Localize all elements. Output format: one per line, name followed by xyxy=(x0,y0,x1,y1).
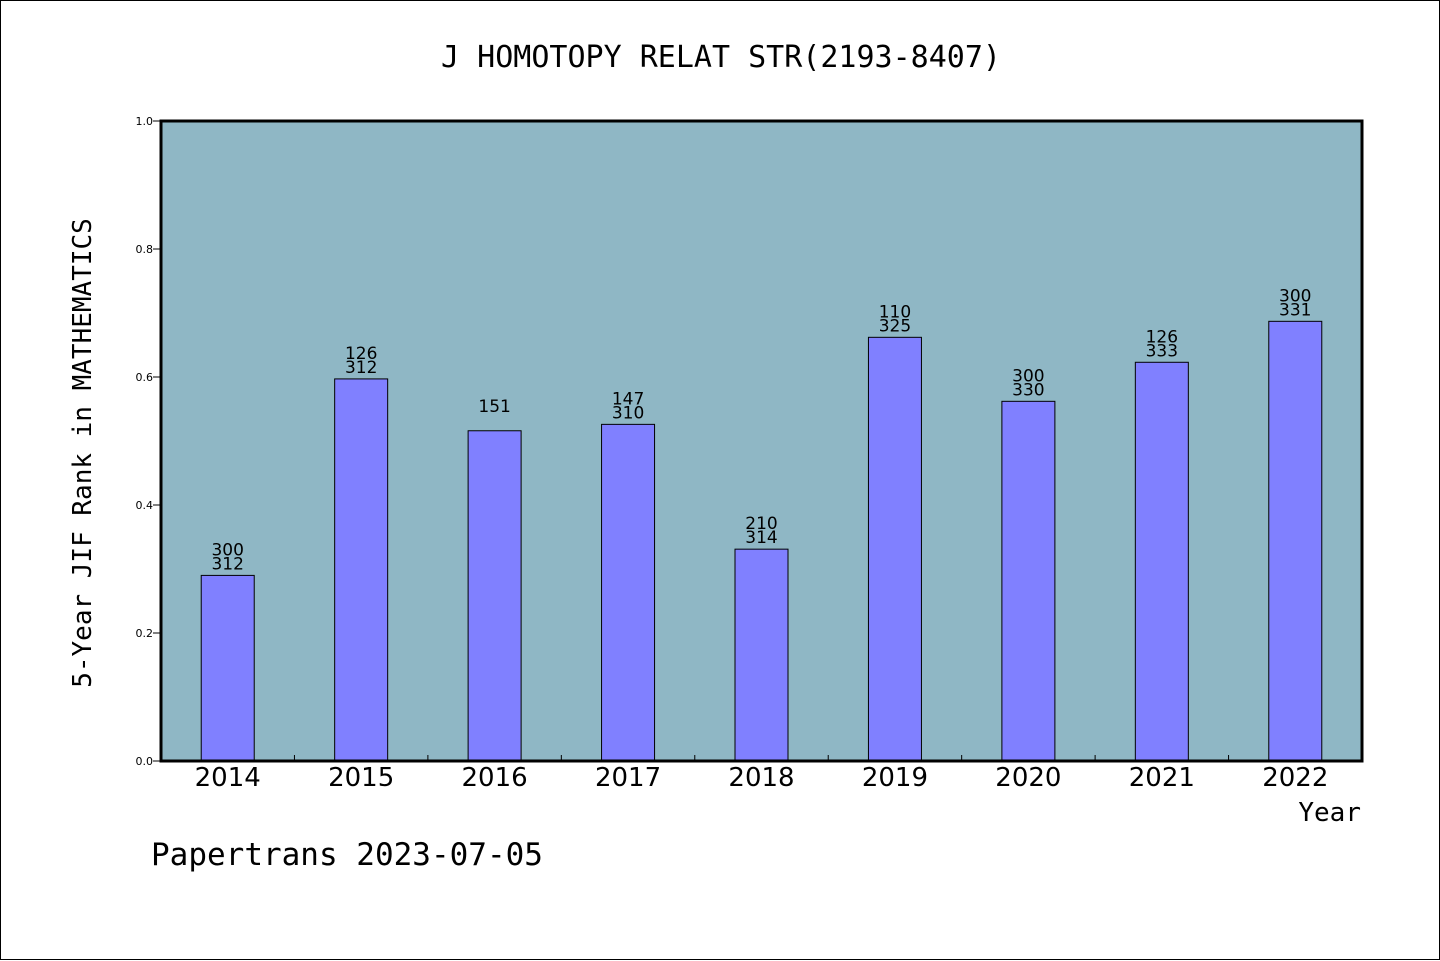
y-tick-label: 1.0 xyxy=(136,115,154,128)
bar-data-label: 333 xyxy=(1146,341,1178,361)
bar-data-label: 312 xyxy=(211,554,243,574)
bar xyxy=(1268,320,1323,762)
x-tick-label: 2016 xyxy=(462,763,528,793)
x-tick-label: 2022 xyxy=(1262,763,1328,793)
y-axis-label: 5-Year JIF Rank in MATHEMATICS xyxy=(68,218,98,688)
bar-data-label: 151 xyxy=(478,397,510,417)
x-tick-label: 2015 xyxy=(328,763,394,793)
bar xyxy=(867,336,922,762)
bar-data-label: 312 xyxy=(345,358,377,378)
bar-data-label: 126 xyxy=(1146,327,1178,347)
chart-title: J HOMOTOPY RELAT STR(2193-8407) xyxy=(441,40,1001,75)
y-tick-label: 0.8 xyxy=(136,243,154,256)
bar-data-label: 210 xyxy=(745,514,777,534)
bar-data-label: 300 xyxy=(211,540,243,560)
y-tick-label: 0.2 xyxy=(136,627,154,640)
y-axis-ticks: 0.0 0.2 0.4 0.6 0.8 1.0 xyxy=(136,115,161,768)
bar-data-label: 330 xyxy=(1012,380,1044,400)
bar xyxy=(601,423,656,762)
x-axis-label: Year xyxy=(1298,798,1361,828)
bar-data-label: 310 xyxy=(612,403,644,423)
bar xyxy=(1001,400,1056,762)
bar xyxy=(200,574,255,762)
footer-credit: Papertrans 2023-07-05 xyxy=(151,837,543,873)
y-tick-label: 0.0 xyxy=(136,755,154,768)
x-tick-label: 2020 xyxy=(995,763,1061,793)
bar-data-label: 314 xyxy=(745,528,777,548)
bar-data-label: 126 xyxy=(345,344,377,364)
bar-data-label: 300 xyxy=(1012,366,1044,386)
bar-series xyxy=(200,320,1323,762)
bar-data-label: 325 xyxy=(879,316,911,336)
bar-data-label: 300 xyxy=(1279,286,1311,306)
bar xyxy=(1134,361,1189,762)
bar-data-label: 147 xyxy=(612,389,644,409)
bar-data-label: 110 xyxy=(879,302,911,322)
x-tick-label: 2018 xyxy=(728,763,794,793)
bar-data-label: 331 xyxy=(1279,300,1311,320)
x-tick-label: 2021 xyxy=(1129,763,1195,793)
x-tick-label: 2017 xyxy=(595,763,661,793)
bar xyxy=(467,430,522,762)
y-tick-label: 0.6 xyxy=(136,371,154,384)
bar xyxy=(734,548,789,762)
x-axis-ticks: 2014 2015 2016 2017 2018 2019 2020 2021 2022 xyxy=(195,755,1328,793)
x-tick-label: 2019 xyxy=(862,763,928,793)
x-tick-label: 2014 xyxy=(195,763,261,793)
plot-border xyxy=(159,119,1364,763)
y-tick-label: 0.4 xyxy=(136,499,154,512)
bar xyxy=(334,378,389,762)
